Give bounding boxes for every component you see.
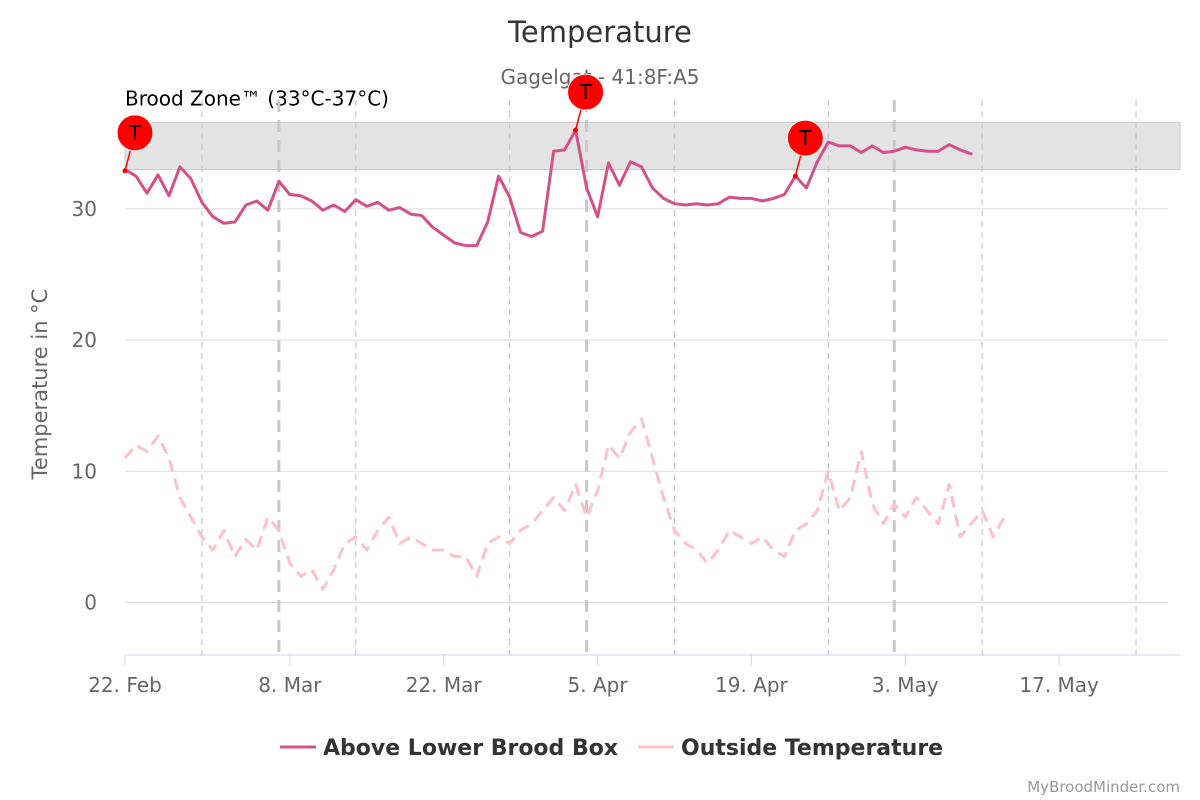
legend-label-outside-temperature: Outside Temperature <box>681 736 943 761</box>
y-tick-label: 30 <box>72 197 97 221</box>
brood-zone-band-layer: Brood Zone™ (33°C-37°C) <box>124 86 1181 171</box>
x-tick-label: 5. Apr <box>568 673 629 697</box>
series-line-outside-temperature <box>123 417 1006 591</box>
x-tick-label: 22. Feb <box>88 673 162 697</box>
chart-title: Temperature <box>507 15 692 49</box>
flag-anchor-point <box>122 168 128 174</box>
axis-layer: 0 10 20 30 22. Feb 8. Mar 22. Mar 5. Apr 19. Apr… <box>72 197 1180 697</box>
x-tick-label: 17. May <box>1019 673 1099 697</box>
series-line-above-lower-brood-box <box>123 128 973 248</box>
y-tick-label: 10 <box>72 459 97 483</box>
x-tick-label: 19. Apr <box>715 673 789 697</box>
x-tick-label: 8. Mar <box>258 673 322 697</box>
grid-layer <box>125 100 1168 655</box>
flag-marker <box>116 114 154 152</box>
legend-label-above-lower-brood-box: Above Lower Brood Box <box>323 736 618 761</box>
brood-zone-band <box>124 121 1181 171</box>
y-axis-title: Temperature in °C <box>28 289 52 481</box>
y-tick-label: 20 <box>72 328 97 352</box>
x-tick-label: 22. Mar <box>406 673 483 697</box>
legend-item-above-lower-brood-box[interactable]: Above Lower Brood Box <box>280 736 618 761</box>
credit-link[interactable]: MyBroodMinder.com <box>1027 778 1180 796</box>
flag-label: T <box>128 121 142 145</box>
flag-layer: T T T <box>116 73 824 179</box>
y-tick-label: 0 <box>84 591 97 615</box>
flag-label: T <box>578 80 592 104</box>
flag-label: T <box>798 126 812 150</box>
legend-item-outside-temperature[interactable]: Outside Temperature <box>638 736 943 761</box>
series-layer <box>123 128 1006 591</box>
brood-zone-label: Brood Zone™ (33°C-37°C) <box>125 86 389 110</box>
flag-marker <box>786 119 824 157</box>
flag-anchor-point <box>792 173 798 179</box>
flag-anchor-point <box>573 127 579 133</box>
flag-marker <box>567 73 605 111</box>
legend[interactable]: Above Lower Brood Box Outside Temperatur… <box>280 736 943 761</box>
x-tick-label: 3. May <box>872 673 939 697</box>
